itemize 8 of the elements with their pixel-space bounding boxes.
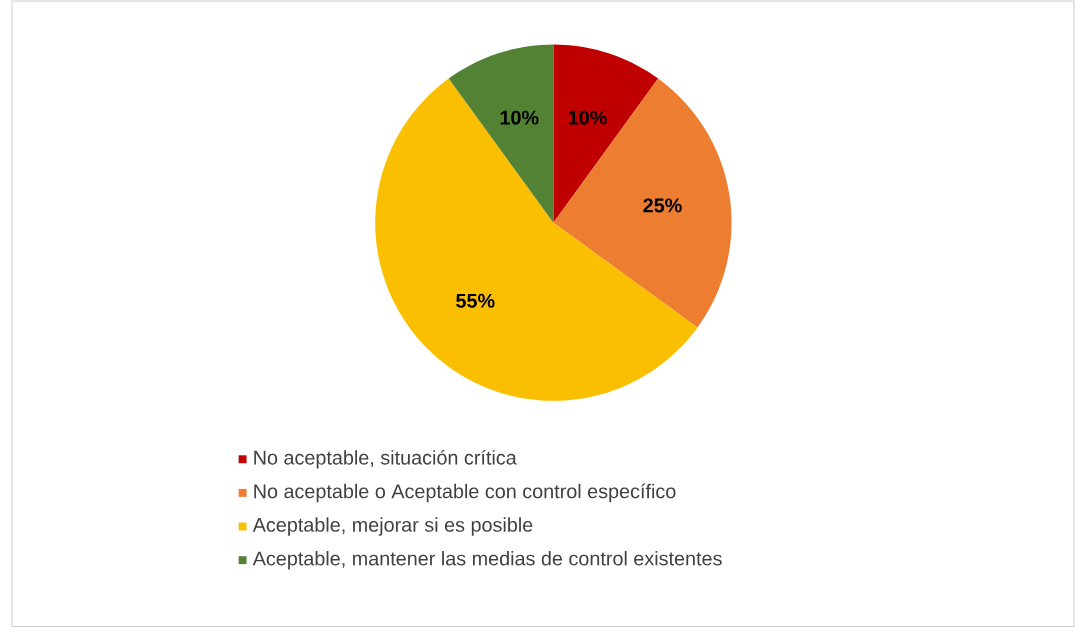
legend-label: No aceptable, situación crítica — [254, 450, 517, 469]
legend-label: Aceptable, mantener las medias de control existentes — [252, 551, 722, 570]
data-label: 10% — [500, 110, 539, 125]
legend-label: No aceptable o Aceptable con control específico — [254, 483, 676, 503]
data-label: 55% — [456, 294, 495, 309]
data-label: 10% — [568, 110, 607, 125]
legend-label: Aceptable, mejorar si es posible — [252, 517, 533, 537]
data-label: 25% — [643, 198, 682, 213]
